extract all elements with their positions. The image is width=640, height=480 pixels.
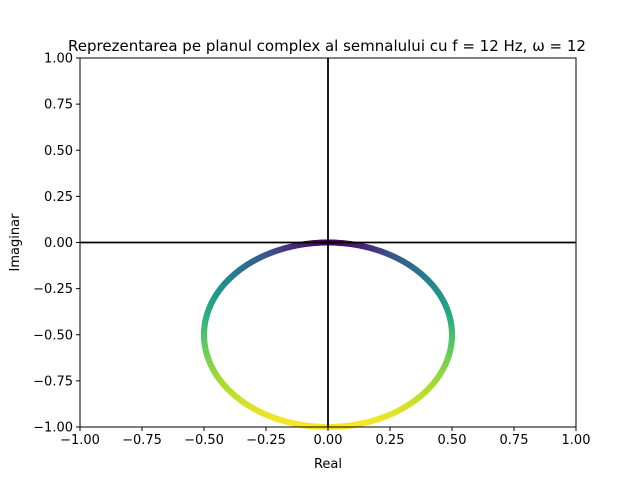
x-tick-label: −0.75 <box>122 433 162 448</box>
x-tick-label: 0.00 <box>314 433 343 448</box>
x-tick-label: 1.00 <box>562 433 591 448</box>
x-tick-label: 0.25 <box>376 433 405 448</box>
y-tick-label: 1.00 <box>44 52 73 67</box>
signal-point <box>449 332 455 339</box>
x-tick-label: −0.50 <box>184 433 224 448</box>
x-axis-label: Real <box>314 457 342 472</box>
x-axis: −1.00 −0.75 −0.50 −0.25 0.00 0.25 0.50 0.75 1.00 <box>60 427 590 448</box>
y-tick-label: −0.50 <box>33 328 73 343</box>
x-tick-label: 0.75 <box>500 433 529 448</box>
y-tick-label: 0.75 <box>44 98 73 113</box>
y-tick-label: −0.25 <box>33 282 73 297</box>
y-axis: −1.00 −0.75 −0.50 −0.25 0.00 0.25 0.50 0.75 1.00 <box>33 52 80 436</box>
y-tick-label: −0.75 <box>33 374 73 389</box>
chart-title: Reprezentarea pe planul complex al semna… <box>68 37 586 55</box>
plot-area <box>80 58 576 430</box>
y-tick-label: 0.50 <box>44 144 73 159</box>
x-tick-label: −0.25 <box>246 433 286 448</box>
y-axis-label: Imaginar <box>8 213 23 272</box>
x-tick-label: 0.50 <box>438 433 467 448</box>
y-tick-label: 0.25 <box>44 190 73 205</box>
y-tick-label: −1.00 <box>33 421 73 436</box>
x-tick-label: −1.00 <box>60 433 100 448</box>
y-tick-label: 0.00 <box>44 236 73 251</box>
